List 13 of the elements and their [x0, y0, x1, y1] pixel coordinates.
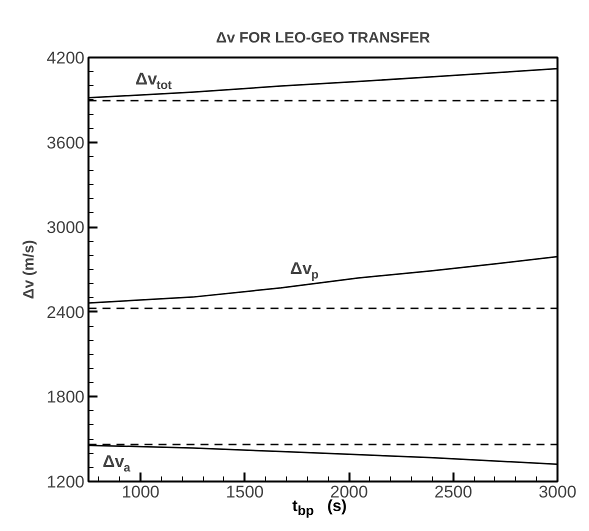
y-axis-title: Δv (m/s)	[20, 240, 38, 300]
x-tick-label: 1000	[122, 482, 160, 502]
y-tick-label: 2400	[46, 302, 85, 322]
x-tick-label: 3000	[538, 482, 576, 502]
y-tick-label: 4200	[46, 48, 85, 68]
x-tick-label: 2500	[434, 482, 472, 502]
y-tick-label: 3000	[46, 218, 85, 238]
x-axis-title: t$_{bp}$ (s)	[292, 498, 347, 520]
chart-title: Δv FOR LEO-GEO TRANSFER	[216, 30, 430, 46]
y-tick-label: 1800	[46, 388, 85, 407]
x-tick-label: 1500	[226, 482, 264, 502]
y-tick-label: 1200	[46, 472, 85, 492]
y-tick-label: 3600	[46, 133, 85, 152]
